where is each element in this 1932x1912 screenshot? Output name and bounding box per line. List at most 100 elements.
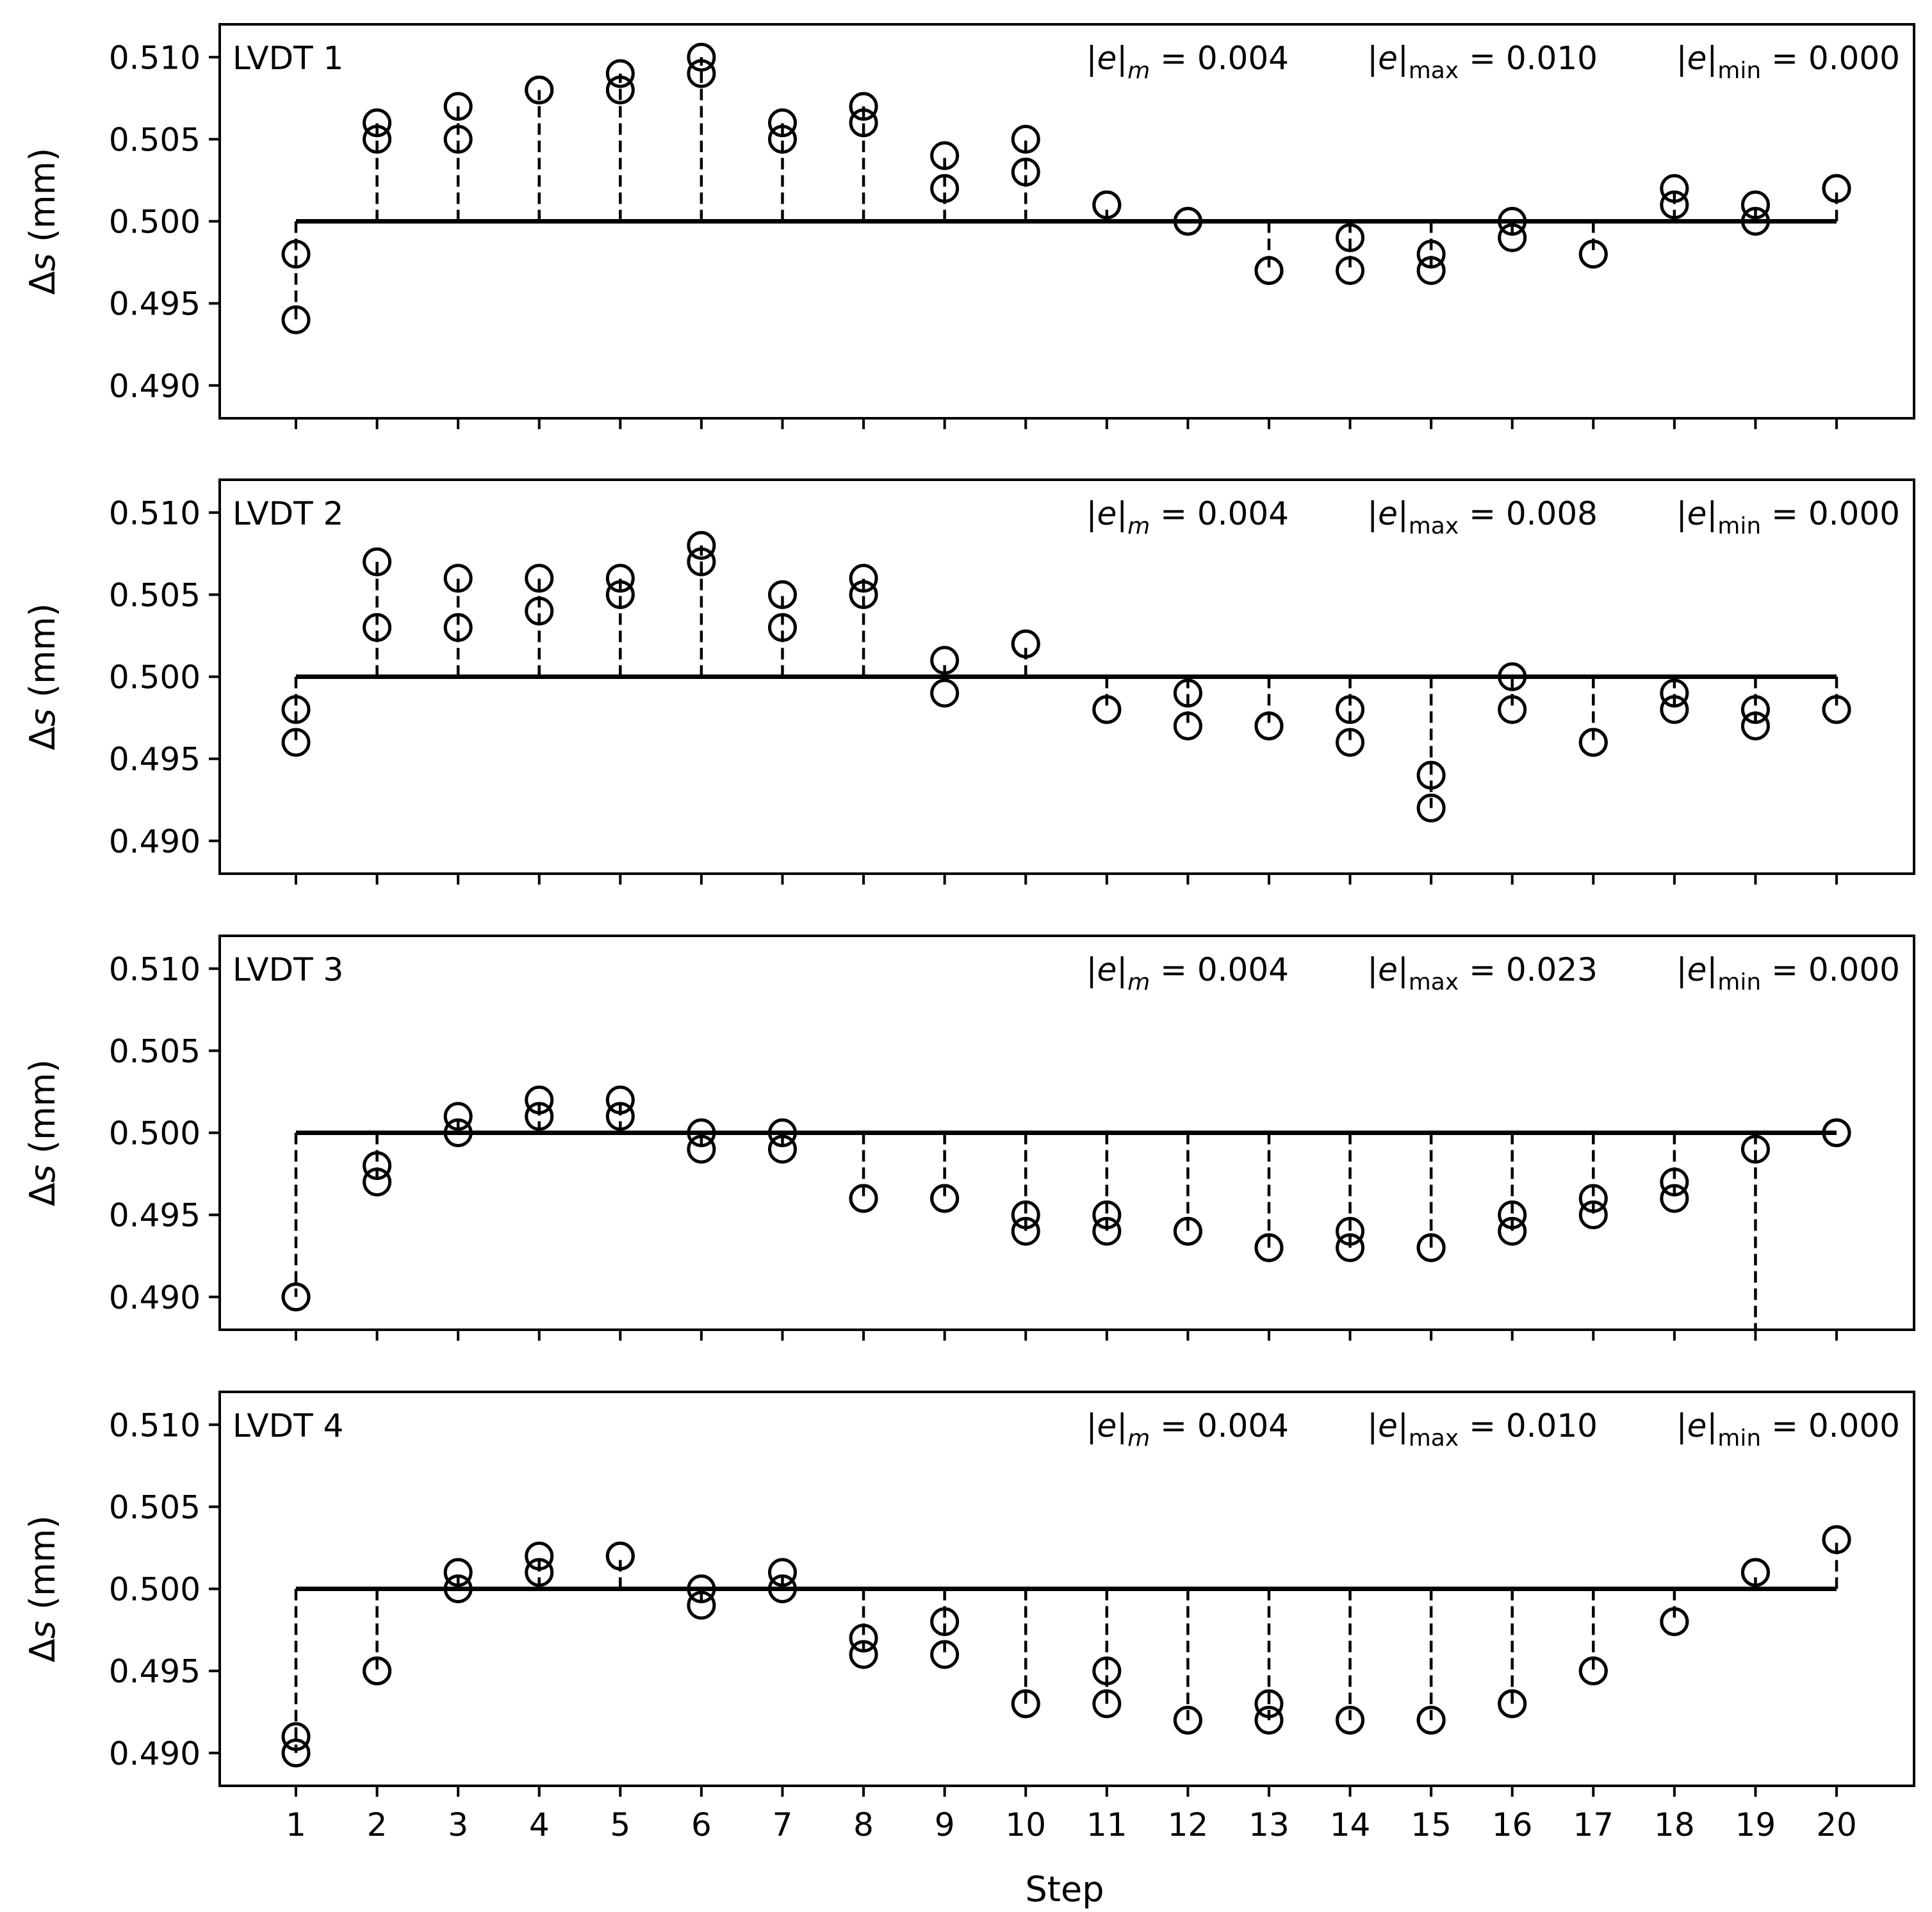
measurement-marker — [443, 564, 473, 593]
measurement-marker — [930, 174, 960, 203]
measurement-marker — [281, 1282, 311, 1312]
x-tick-label: 11 — [1086, 1806, 1127, 1843]
y-tick-label: 0.495 — [109, 1197, 201, 1234]
measurement-marker — [687, 59, 716, 88]
measurement-marker — [1660, 190, 1689, 220]
measurement-marker — [1740, 695, 1770, 724]
measurement-marker — [930, 1640, 960, 1669]
measurement-marker — [1578, 728, 1608, 757]
x-tick-label: 16 — [1492, 1806, 1533, 1843]
measurement-marker — [1336, 1216, 1365, 1246]
measurement-marker — [930, 1607, 960, 1637]
stat-mean: |e|m = 0.004 — [1086, 40, 1289, 84]
panel-lvdt-2: 0.490 0.495 0.500 0.505 0.510 Δs (mm) LVDT 2 |e… — [22, 478, 1915, 885]
measurement-marker — [605, 564, 635, 593]
measurement-marker — [1416, 240, 1446, 269]
measurement-marker — [605, 580, 635, 609]
x-tick-label: 17 — [1573, 1806, 1614, 1843]
stat-max: |e|max = 0.010 — [1367, 1407, 1598, 1451]
x-axis-label: Step — [1026, 1869, 1104, 1909]
measurement-marker — [525, 596, 554, 626]
measurement-marker — [1578, 1184, 1608, 1213]
measurement-marker — [1660, 695, 1689, 724]
x-tick-label: 13 — [1248, 1806, 1289, 1843]
y-tick-label: 0.505 — [109, 1033, 201, 1070]
stat-mean: |e|m = 0.004 — [1086, 951, 1289, 995]
measurement-marker — [767, 1134, 797, 1164]
y-tick-label: 0.510 — [109, 951, 201, 988]
measurement-marker — [767, 1118, 797, 1147]
measurement-marker — [443, 1574, 473, 1603]
measurement-marker — [1336, 728, 1365, 757]
measurement-marker — [281, 695, 311, 724]
measurement-marker — [605, 76, 635, 104]
plot-area — [281, 1525, 1851, 1768]
measurement-marker — [1498, 1216, 1527, 1246]
measurement-marker — [849, 1640, 878, 1669]
measurement-marker — [1822, 1525, 1851, 1555]
measurement-marker — [1173, 711, 1202, 740]
measurement-marker — [1578, 1200, 1608, 1230]
measurement-marker — [1740, 1134, 1770, 1164]
measurement-marker — [1498, 207, 1527, 236]
panel-label: LVDT 1 — [233, 40, 343, 77]
measurement-marker — [1498, 223, 1527, 252]
measurement-marker — [930, 1184, 960, 1213]
y-axis-label: Δs (mm) — [22, 148, 63, 295]
stat-min: |e|min = 0.000 — [1676, 495, 1900, 539]
stat-mean: |e|m = 0.004 — [1086, 495, 1289, 539]
stat-min: |e|min = 0.000 — [1676, 1407, 1900, 1451]
y-tick-label: 0.490 — [109, 1735, 201, 1772]
measurement-marker — [930, 141, 960, 170]
measurement-marker — [1660, 174, 1689, 203]
y-tick-label: 0.490 — [109, 823, 201, 860]
measurement-marker — [930, 646, 960, 675]
stat-max: |e|max = 0.010 — [1367, 40, 1598, 84]
measurement-marker — [525, 1085, 554, 1115]
measurement-marker — [1416, 1706, 1446, 1735]
measurement-marker — [767, 108, 797, 138]
measurement-marker — [687, 42, 716, 72]
measurement-marker — [849, 1623, 878, 1653]
measurement-marker — [1173, 1706, 1202, 1735]
measurement-marker — [1173, 678, 1202, 708]
measurement-marker — [1011, 1216, 1040, 1246]
measurement-marker — [1336, 695, 1365, 724]
measurement-marker — [363, 1656, 392, 1686]
measurement-marker — [687, 1590, 716, 1620]
measurement-marker — [363, 108, 392, 138]
x-tick-label: 12 — [1168, 1806, 1209, 1843]
x-tick-label: 9 — [935, 1806, 955, 1843]
y-tick-label: 0.490 — [109, 1279, 201, 1316]
measurement-marker — [1822, 695, 1851, 724]
measurement-marker — [363, 547, 392, 576]
measurement-marker — [1578, 1656, 1608, 1686]
measurement-marker — [849, 92, 878, 121]
measurement-marker — [1578, 240, 1608, 269]
measurement-marker — [605, 1102, 635, 1131]
stat-min: |e|min = 0.000 — [1676, 951, 1900, 995]
measurement-marker — [1660, 678, 1689, 708]
measurement-marker — [363, 1167, 392, 1197]
stat-mean: |e|m = 0.004 — [1086, 1407, 1289, 1451]
panel-label: LVDT 4 — [233, 1407, 343, 1444]
measurement-marker — [281, 305, 311, 334]
measurement-marker — [1011, 1689, 1040, 1719]
measurement-marker — [525, 76, 554, 104]
measurement-marker — [443, 1558, 473, 1587]
measurement-marker — [1822, 1118, 1851, 1147]
measurement-marker — [1254, 711, 1284, 740]
measurement-marker — [687, 1574, 716, 1603]
measurement-marker — [443, 1102, 473, 1131]
y-axis-label: Δs (mm) — [22, 1059, 63, 1207]
measurement-marker — [443, 124, 473, 154]
measurement-marker — [1660, 1607, 1689, 1637]
measurement-marker — [767, 124, 797, 154]
measurement-marker — [443, 92, 473, 121]
x-tick-label: 4 — [529, 1806, 550, 1843]
measurement-marker — [1173, 1216, 1202, 1246]
measurement-marker — [1092, 1216, 1122, 1246]
y-axis-label: Δs (mm) — [22, 603, 63, 751]
measurement-marker — [1822, 174, 1851, 203]
